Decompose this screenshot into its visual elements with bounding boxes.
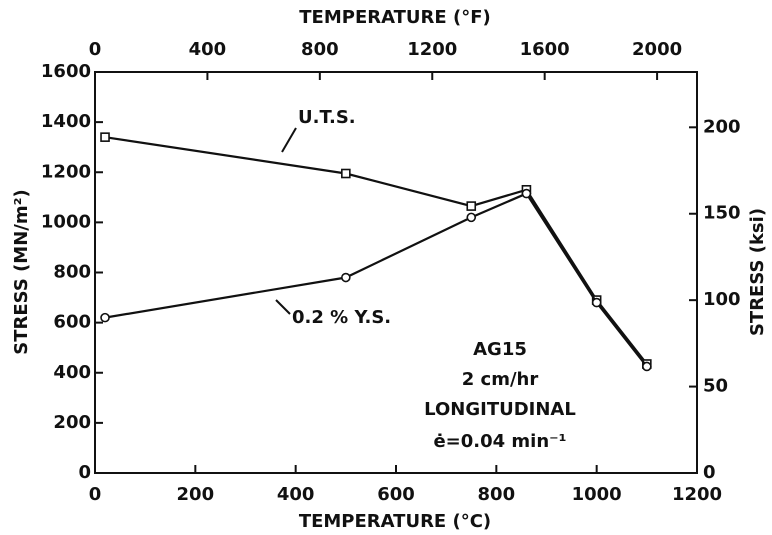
series-line (104, 136, 648, 365)
y2-axis-title: STRESS (ksi) (747, 208, 768, 336)
y-axis-title: STRESS (MN/m²) (11, 189, 32, 354)
x-axis-title: TEMPERATURE (°C) (299, 511, 491, 532)
series-label: 0.2 % Y.S. (292, 307, 391, 328)
y-tick-label: 1200 (41, 161, 91, 182)
x-tick-label: 200 (177, 484, 215, 505)
leader (281, 127, 297, 153)
leader (275, 299, 291, 315)
y2-tick-label: 200 (703, 116, 741, 137)
y-tick-label: 800 (53, 262, 91, 283)
y2-tick-label: 0 (703, 462, 716, 483)
marker (341, 272, 351, 283)
annotation: 2 cm/hr (462, 369, 539, 390)
y2-tick-label: 150 (703, 203, 741, 224)
series-line (104, 192, 648, 368)
x-tick-label: 800 (478, 484, 516, 505)
marker (521, 188, 532, 199)
plot-frame (94, 71, 698, 474)
x-tick-label: 0 (89, 484, 102, 505)
x2-tick-label: 400 (189, 39, 227, 60)
y-tick-label: 200 (53, 412, 91, 433)
marker (466, 201, 477, 211)
x-tick-label: 400 (277, 484, 315, 505)
series-label: U.T.S. (298, 107, 356, 128)
annotation: AG15 (473, 339, 527, 360)
marker (642, 361, 652, 372)
x2-tick-label: 800 (301, 39, 339, 60)
x2-axis-title: TEMPERATURE (°F) (299, 7, 490, 28)
y-tick-label: 600 (53, 312, 91, 333)
x2-tick-label: 1200 (407, 39, 457, 60)
x-tick-label: 600 (377, 484, 415, 505)
y-tick-label: 1400 (41, 111, 91, 132)
y-tick-label: 1000 (41, 211, 91, 232)
y-tick-label: 1600 (41, 61, 91, 82)
y2-tick-label: 100 (703, 289, 741, 310)
marker (341, 168, 351, 179)
x-tick-label: 1200 (672, 484, 722, 505)
x2-tick-label: 0 (89, 39, 102, 60)
annotation: LONGITUDINAL (424, 399, 576, 420)
annotation: ė=0.04 min⁻¹ (433, 431, 566, 452)
marker (466, 212, 477, 223)
marker (100, 132, 110, 142)
marker (591, 297, 602, 308)
x2-tick-label: 1600 (520, 39, 570, 60)
y-tick-label: 0 (78, 462, 91, 483)
y-tick-label: 400 (53, 362, 91, 383)
x2-tick-label: 2000 (632, 39, 682, 60)
y2-tick-label: 50 (703, 376, 728, 397)
marker (100, 312, 110, 323)
x-tick-label: 1000 (572, 484, 622, 505)
